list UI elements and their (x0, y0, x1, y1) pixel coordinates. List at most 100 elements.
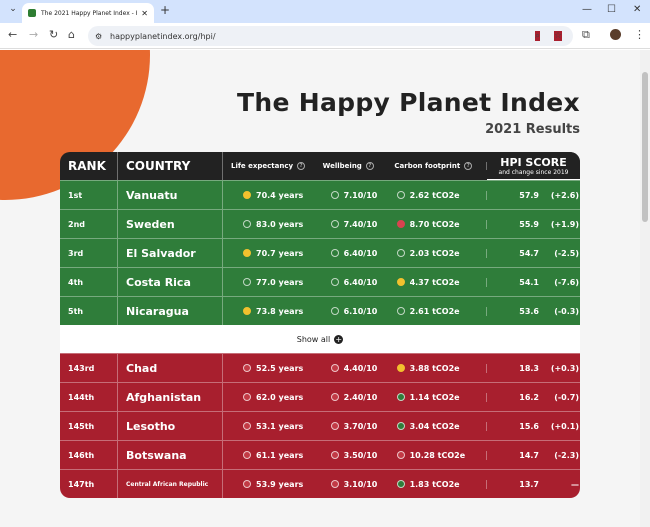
wellbeing: 7.40/10 (343, 219, 378, 229)
country: Botswana (118, 441, 223, 469)
hpi-change: (+0.1) (550, 421, 579, 431)
carbon-status-dot-icon (396, 307, 405, 315)
hpi-change: (+1.9) (550, 219, 579, 229)
country: Nicaragua (118, 297, 223, 325)
table-row[interactable]: 145th Lesotho 53.1 years 3.70/10 3.04 tC… (60, 411, 580, 440)
hpi-score: 15.6 (519, 421, 539, 431)
hpi-score: 13.7 (519, 479, 539, 489)
life-status-dot-icon (243, 307, 251, 315)
wellbeing: 2.40/10 (343, 392, 378, 402)
life-status-dot-icon (243, 422, 251, 430)
rank: 143rd (60, 354, 118, 382)
life-expectancy: 83.0 years (256, 219, 304, 229)
table-row[interactable]: 3rd El Salvador 70.7 years 6.40/10 2.03 … (60, 238, 580, 267)
life-status-dot-icon (243, 191, 251, 199)
tab-bar: ⌄ The 2021 Happy Planet Index - Happy Pl… (0, 0, 650, 23)
country: Afghanistan (118, 383, 223, 411)
hpi-table: RANK COUNTRY Life expectancy? Wellbeing?… (60, 152, 580, 498)
tab-search-icon[interactable]: ⌄ (9, 4, 17, 14)
country: Lesotho (118, 412, 223, 440)
wellbeing-status-dot-icon (330, 422, 339, 430)
country: El Salvador (118, 239, 223, 267)
hpi-change: (+0.3) (550, 363, 579, 373)
bookmark-star-icon[interactable]: ☆ (554, 31, 563, 41)
new-tab-button[interactable]: + (160, 3, 171, 17)
help-icon[interactable]: ? (464, 162, 473, 170)
life-expectancy: 77.0 years (256, 277, 304, 287)
minimize-button[interactable]: — (582, 4, 592, 15)
wellbeing: 7.10/10 (343, 190, 378, 200)
life-status-dot-icon (243, 220, 251, 228)
wellbeing: 6.40/10 (343, 277, 378, 287)
country: Central African Republic (118, 470, 223, 498)
header-country: COUNTRY (118, 152, 223, 180)
hpi-score: 53.6 (519, 306, 539, 316)
wellbeing-status-dot-icon (330, 480, 339, 488)
page-subtitle: 2021 Results (485, 122, 580, 137)
hpi-change: (-0.3) (554, 306, 579, 316)
hpi-change: — (571, 479, 579, 489)
show-all-button[interactable]: Show all + (60, 325, 580, 353)
help-icon[interactable]: ? (365, 162, 374, 170)
life-expectancy: 70.7 years (256, 248, 304, 258)
wellbeing-status-dot-icon (330, 249, 339, 257)
table-row[interactable]: 4th Costa Rica 77.0 years 6.40/10 4.37 t… (60, 267, 580, 296)
browser-tab[interactable]: The 2021 Happy Planet Index - Happy Pla … (22, 3, 154, 23)
carbon-footprint: 2.61 tCO2e (409, 306, 460, 316)
wellbeing: 6.40/10 (343, 248, 378, 258)
scrollbar[interactable] (640, 50, 650, 527)
carbon-footprint: 1.14 tCO2e (409, 392, 460, 402)
tab-title: The 2021 Happy Planet Index - Happy Pla (41, 9, 137, 17)
hpi-change: (-2.3) (554, 450, 579, 460)
table-row[interactable]: 5th Nicaragua 73.8 years 6.10/10 2.61 tC… (60, 296, 580, 325)
rank: 1st (60, 181, 118, 209)
wellbeing-status-dot-icon (330, 451, 339, 459)
header-wellbeing: Wellbeing? (311, 162, 377, 170)
maximize-button[interactable]: ☐ (607, 4, 616, 15)
reload-icon[interactable]: ↻ (49, 28, 59, 41)
life-status-dot-icon (243, 278, 251, 286)
carbon-status-dot-icon (396, 191, 405, 199)
close-tab-icon[interactable]: ✕ (141, 8, 148, 18)
close-window-button[interactable]: ✕ (633, 4, 642, 15)
table-row[interactable]: 146th Botswana 61.1 years 3.50/10 10.28 … (60, 440, 580, 469)
hpi-score: 54.7 (519, 248, 539, 258)
life-status-dot-icon (243, 451, 251, 459)
rank: 145th (60, 412, 118, 440)
wellbeing-status-dot-icon (330, 220, 339, 228)
header-rank: RANK (60, 152, 118, 180)
zoom-icon[interactable]: ⌕ (535, 31, 541, 41)
back-icon[interactable]: ← (8, 28, 18, 41)
carbon-status-dot-icon (396, 451, 405, 459)
hpi-score: 54.1 (519, 277, 539, 287)
menu-icon[interactable]: ⋮ (634, 28, 645, 41)
table-header: RANK COUNTRY Life expectancy? Wellbeing?… (60, 152, 580, 180)
hpi-change: (-7.6) (554, 277, 579, 287)
carbon-footprint: 1.83 tCO2e (409, 479, 460, 489)
favicon-icon (28, 9, 36, 17)
life-expectancy: 70.4 years (256, 190, 304, 200)
url-text: happyplanetindex.org/hpi/ (110, 31, 216, 41)
forward-icon[interactable]: → (29, 28, 39, 41)
table-row[interactable]: 143rd Chad 52.5 years 4.40/10 3.88 tCO2e… (60, 353, 580, 382)
profile-avatar[interactable] (610, 29, 621, 40)
extensions-icon[interactable]: ⧉ (582, 28, 590, 41)
life-status-dot-icon (243, 364, 251, 372)
table-row[interactable]: 144th Afghanistan 62.0 years 2.40/10 1.1… (60, 382, 580, 411)
table-row[interactable]: 1st Vanuatu 70.4 years 7.10/10 2.62 tCO2… (60, 180, 580, 209)
site-info-icon[interactable]: ⚙ (95, 31, 103, 41)
rank: 146th (60, 441, 118, 469)
home-icon[interactable]: ⌂ (68, 28, 75, 41)
table-row[interactable]: 147th Central African Republic 53.9 year… (60, 469, 580, 498)
help-icon[interactable]: ? (297, 162, 306, 170)
address-bar[interactable]: ⚙ happyplanetindex.org/hpi/ ⌕ ☆ (88, 26, 573, 46)
wellbeing-status-dot-icon (330, 191, 339, 199)
life-expectancy: 53.1 years (256, 421, 304, 431)
wellbeing-status-dot-icon (330, 278, 339, 286)
page-title: The Happy Planet Index (237, 88, 580, 117)
life-expectancy: 61.1 years (256, 450, 304, 460)
table-row[interactable]: 2nd Sweden 83.0 years 7.40/10 8.70 tCO2e… (60, 209, 580, 238)
hpi-change: (-0.7) (554, 392, 579, 402)
life-expectancy: 73.8 years (256, 306, 304, 316)
scrollbar-thumb[interactable] (642, 72, 648, 222)
